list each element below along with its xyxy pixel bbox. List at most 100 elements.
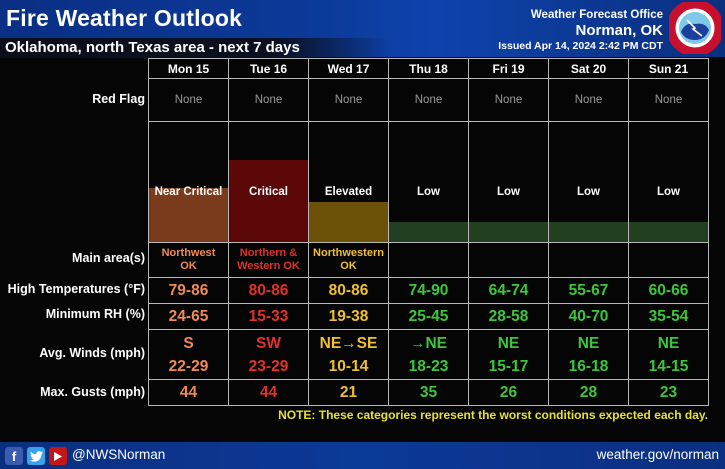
day-header: Sun 21	[628, 58, 709, 79]
day-header-row: Mon 15 Tue 16 Wed 17 Thu 18 Fri 19 Sat 2…	[148, 58, 709, 79]
row-label-min-rh: Minimum RH (%)	[45, 307, 145, 321]
risk-cell: Low	[388, 121, 469, 243]
min-rh-cell: 35-54	[628, 303, 709, 330]
gust-cell: 21	[308, 379, 389, 406]
red-flag-cell: None	[468, 78, 549, 122]
risk-bar-elevated	[309, 202, 388, 242]
high-temp-cell: 55-67	[548, 277, 629, 304]
red-flag-cell: None	[228, 78, 309, 122]
risk-cell: Low	[468, 121, 549, 243]
office-label: Weather Forecast Office	[530, 9, 663, 21]
main-area-cell: Northwestern OK	[308, 242, 389, 278]
gust-cell: 35	[388, 379, 469, 406]
high-temp-cell: 74-90	[388, 277, 469, 304]
min-rh-cell: 24-65	[148, 303, 229, 330]
wind-cell: NE 15-17	[468, 329, 549, 380]
wind-direction: SW	[256, 334, 281, 352]
social-handle[interactable]: @NWSNorman	[72, 447, 166, 462]
footnote: NOTE: These categories represent the wor…	[278, 408, 708, 422]
risk-bar-low	[549, 222, 628, 242]
main-area-cell: Northwest OK	[148, 242, 229, 278]
min-rh-cell: 15-33	[228, 303, 309, 330]
office-info: Weather Forecast Office Norman, OK Issue…	[498, 8, 663, 53]
high-temp-cell: 60-66	[628, 277, 709, 304]
twitter-icon[interactable]	[27, 447, 45, 465]
fire-weather-table: Mon 15 Tue 16 Wed 17 Thu 18 Fri 19 Sat 2…	[148, 58, 709, 406]
wind-cell: NE 14-15	[628, 329, 709, 380]
gust-cell: 28	[548, 379, 629, 406]
gust-cell: 26	[468, 379, 549, 406]
red-flag-cell: None	[388, 78, 469, 122]
issued-timestamp: Issued Apr 14, 2024 2:42 PM CDT	[498, 40, 663, 52]
subtitle-band	[0, 38, 390, 58]
row-label-avg-winds: Avg. Winds (mph)	[39, 346, 145, 360]
row-label-high-temp: High Temperatures (°F)	[7, 282, 145, 296]
website-link[interactable]: weather.gov/norman	[596, 447, 719, 462]
row-label-red-flag: Red Flag	[92, 92, 145, 106]
area-line: Northern &	[239, 247, 298, 259]
high-temp-cell: 80-86	[308, 277, 389, 304]
nws-logo-icon	[669, 2, 721, 54]
wind-direction: →NE	[409, 334, 448, 352]
page-title: Fire Weather Outlook	[6, 5, 243, 31]
red-flag-cell: None	[308, 78, 389, 122]
red-flag-cell: None	[548, 78, 629, 122]
day-header: Fri 19	[468, 58, 549, 79]
area-line: Northwest	[161, 247, 216, 259]
risk-cell: Near Critical	[148, 121, 229, 243]
risk-label: Critical	[249, 186, 288, 198]
risk-bar-critical	[229, 160, 308, 242]
wind-cell: NE→SE 10-14	[308, 329, 389, 380]
high-temp-cell: 79-86	[148, 277, 229, 304]
risk-bar-low	[629, 222, 708, 242]
row-label-main-area: Main area(s)	[72, 251, 145, 265]
wind-cell: S 22-29	[148, 329, 229, 380]
main-area-cell	[548, 242, 629, 278]
wind-direction: NE	[657, 334, 680, 352]
wind-speed: 22-29	[168, 357, 209, 375]
footer-band	[0, 442, 725, 469]
risk-bar-near-critical	[149, 188, 228, 242]
day-header: Thu 18	[388, 58, 469, 79]
risk-bar-low	[389, 222, 468, 242]
wind-speed: 18-23	[408, 357, 449, 375]
risk-bar-low	[469, 222, 548, 242]
high-temp-cell: 64-74	[468, 277, 549, 304]
red-flag-cell: None	[628, 78, 709, 122]
wind-cell: NE 16-18	[548, 329, 629, 380]
main-area-cell	[388, 242, 469, 278]
area-line: OK	[180, 260, 197, 272]
avg-winds-row: S 22-29 SW 23-29 NE→SE 10-14 →NE 18-23 NE 15-…	[148, 329, 709, 380]
social-links: f	[5, 447, 67, 465]
wind-direction: NE→SE	[319, 334, 378, 352]
high-temp-row: 79-86 80-86 80-86 74-90 64-74 55-67 60-6…	[148, 277, 709, 304]
risk-cell: Low	[628, 121, 709, 243]
facebook-icon[interactable]: f	[5, 447, 23, 465]
risk-cell: Elevated	[308, 121, 389, 243]
wind-direction: NE	[577, 334, 600, 352]
wind-speed: 16-18	[568, 357, 609, 375]
wind-speed: 10-14	[328, 357, 369, 375]
day-header: Wed 17	[308, 58, 389, 79]
risk-label: Near Critical	[154, 186, 223, 198]
high-temp-cell: 80-86	[228, 277, 309, 304]
youtube-icon[interactable]	[49, 447, 67, 465]
wind-direction: NE	[497, 334, 520, 352]
main-area-cell: Northern & Western OK	[228, 242, 309, 278]
risk-label: Low	[417, 186, 440, 198]
risk-label: Elevated	[324, 186, 373, 198]
wind-cell: →NE 18-23	[388, 329, 469, 380]
row-label-max-gusts: Max. Gusts (mph)	[40, 385, 145, 399]
risk-cell: Low	[548, 121, 629, 243]
page-subtitle: Oklahoma, north Texas area - next 7 days	[5, 39, 300, 56]
risk-label: Low	[497, 186, 520, 198]
red-flag-cell: None	[148, 78, 229, 122]
min-rh-cell: 28-58	[468, 303, 549, 330]
day-header: Sat 20	[548, 58, 629, 79]
wind-speed: 15-17	[488, 357, 529, 375]
day-header: Mon 15	[148, 58, 229, 79]
red-flag-row: None None None None None None None	[148, 78, 709, 122]
wind-cell: SW 23-29	[228, 329, 309, 380]
risk-category-row: Near Critical Critical Elevated Low Low …	[148, 121, 709, 243]
gust-cell: 44	[148, 379, 229, 406]
